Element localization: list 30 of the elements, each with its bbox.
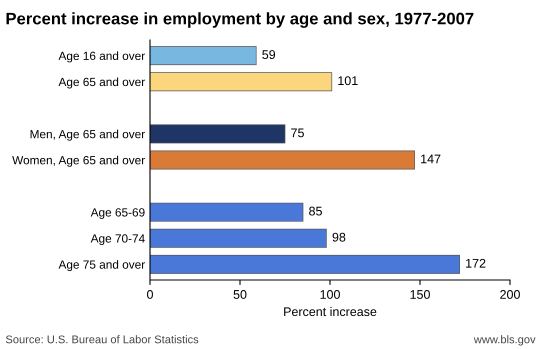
y-tick-label: Age 70-74 [90,234,145,245]
x-axis-title: Percent increase [284,306,376,316]
data-label: 172 [466,258,486,268]
y-tick-label: Age 65 and over [58,77,145,88]
bar [150,150,415,170]
data-label: 75 [291,128,304,138]
data-label: 98 [332,232,346,242]
bar [150,254,460,274]
text: www.bls.gov [474,335,536,346]
data-label: 85 [309,206,322,216]
bar [150,46,257,66]
x-tick-label: 100 [320,290,340,299]
y-tick-label: Men, Age 65 and over [30,130,145,141]
x-tick-label: 50 [234,290,246,299]
x-tick-label: 0 [147,290,153,299]
data-label: 147 [421,154,440,164]
data-label: 59 [262,50,276,60]
y-tick-label: Age 65-69 [90,208,145,219]
data-label: 101 [338,76,358,86]
y-tick-label: Age 16 and over [58,51,145,62]
source-note: Source: U.S. Bureau of Labor Statistics [6,335,198,344]
x-tick-label: 200 [500,290,520,299]
bar [150,124,286,144]
bar [150,72,332,92]
x-tick-label: 150 [410,290,430,299]
chart-title: Percent increase in employment by age and sex, 1977-2007 [6,12,474,28]
bar [150,228,327,248]
bar [150,202,304,222]
y-tick-label: Women, Age 65 and over [12,156,145,167]
y-tick-label: Age 75 and over [58,260,145,272]
